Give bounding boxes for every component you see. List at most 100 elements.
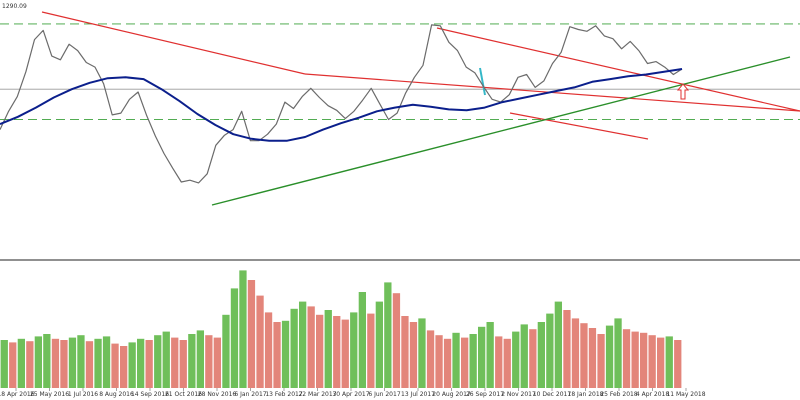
volume-bar — [461, 337, 469, 388]
volume-bar — [34, 336, 42, 388]
trendline-green-support — [211, 56, 791, 206]
moving-average-line — [0, 68, 683, 142]
volume-bar — [614, 318, 622, 388]
volume-bar — [162, 331, 170, 388]
volume-bar — [0, 340, 8, 388]
volume-bar — [384, 282, 392, 388]
x-tick-label: 13 Jul 2017 — [401, 391, 435, 398]
volume-bar — [171, 337, 179, 388]
price-panel: 1290.09 — [0, 3, 800, 206]
volume-bar — [452, 332, 460, 388]
volume-bar — [648, 335, 656, 388]
x-tick-label: 6 Jun 2017 — [368, 391, 400, 398]
volume-bar — [443, 338, 452, 388]
volume-bar — [640, 332, 648, 388]
volume-bar — [120, 346, 128, 388]
volume-bar — [230, 288, 239, 388]
volume-bar — [239, 270, 247, 388]
volume-bar — [520, 324, 528, 388]
x-tick-label: 1 Jul 2016 — [68, 391, 98, 398]
cyan-marker-line — [479, 67, 486, 96]
x-tick-label: 20 Aug 2017 — [432, 391, 471, 398]
x-tick-label: 28 Nov 2016 — [198, 391, 237, 398]
channel-red-top — [436, 27, 800, 112]
x-tick-label: 4 Apr 2018 — [636, 391, 669, 398]
volume-bar — [657, 337, 665, 388]
volume-bar — [512, 331, 520, 388]
x-tick-label: 18 Jan 2018 — [568, 391, 604, 398]
volume-bar — [196, 330, 204, 388]
volume-bar — [26, 341, 34, 388]
volume-bar — [281, 320, 290, 388]
volume-bar — [401, 316, 409, 388]
volume-bar — [188, 334, 196, 388]
volume-bar — [367, 313, 375, 388]
volume-bar — [111, 343, 119, 388]
volume-bar — [247, 280, 256, 388]
volume-bar — [358, 292, 366, 388]
volume-bar — [546, 313, 554, 388]
volume-panel — [0, 270, 682, 388]
volume-bar — [256, 295, 264, 388]
x-tick-label: 30 Apr 2017 — [332, 391, 369, 398]
volume-bar — [307, 306, 315, 388]
volume-bar — [17, 338, 25, 388]
volume-bar — [137, 338, 145, 388]
volume-bar — [435, 335, 443, 388]
volume-bar — [580, 323, 588, 388]
volume-bar — [571, 318, 580, 388]
volume-bar — [665, 336, 673, 388]
volume-bar — [94, 338, 102, 388]
volume-bar — [495, 336, 503, 388]
volume-bar — [597, 334, 605, 388]
price-line — [0, 24, 683, 184]
x-tick-label: 26 Sep 2017 — [466, 391, 504, 398]
trendlines — [41, 11, 800, 206]
volume-bar — [478, 326, 486, 388]
volume-bar — [469, 334, 477, 388]
volume-bar — [674, 340, 682, 388]
channel-red-bottom — [509, 112, 649, 140]
volume-bar — [588, 328, 597, 388]
volume-bar — [392, 293, 401, 388]
x-tick-label: 10 Dec 2017 — [533, 391, 572, 398]
volume-bar — [418, 318, 426, 388]
volume-bar — [60, 340, 68, 388]
volume-bar — [102, 336, 111, 388]
volume-bar — [375, 301, 383, 388]
volume-bar — [333, 316, 341, 388]
x-tick-label: 11 May 2018 — [666, 391, 705, 398]
volume-bar — [622, 329, 631, 388]
volume-bar — [503, 338, 511, 388]
volume-bar — [341, 319, 349, 388]
volume-bar — [409, 322, 418, 388]
up-arrow-icon — [676, 83, 690, 100]
volume-bar — [631, 331, 639, 388]
x-tick-label: 21 Oct 2016 — [165, 391, 202, 398]
price-label: 1290.09 — [2, 3, 27, 10]
trendline-red-upper — [41, 11, 306, 75]
x-tick-label: 6 Jan 2017 — [234, 391, 266, 398]
volume-bar — [273, 322, 281, 388]
x-tick-label: 13 Feb 2017 — [265, 391, 303, 398]
volume-bar — [68, 337, 77, 388]
volume-bar — [179, 340, 187, 388]
volume-bar — [77, 335, 85, 388]
volume-bar — [426, 330, 435, 388]
volume-bar — [9, 342, 17, 388]
volume-bar — [85, 341, 94, 388]
x-tick-label: 25 May 2016 — [30, 391, 69, 398]
price-series — [0, 24, 683, 184]
volume-bar — [264, 312, 273, 388]
volume-bar — [350, 312, 358, 388]
volume-bar — [43, 334, 51, 388]
x-tick-label: 14 Sep 2016 — [131, 391, 169, 398]
volume-bar — [213, 337, 221, 388]
volume-bar — [205, 335, 213, 388]
volume-bar — [529, 329, 537, 388]
volume-bar — [316, 314, 324, 388]
volume-bar — [605, 325, 614, 388]
